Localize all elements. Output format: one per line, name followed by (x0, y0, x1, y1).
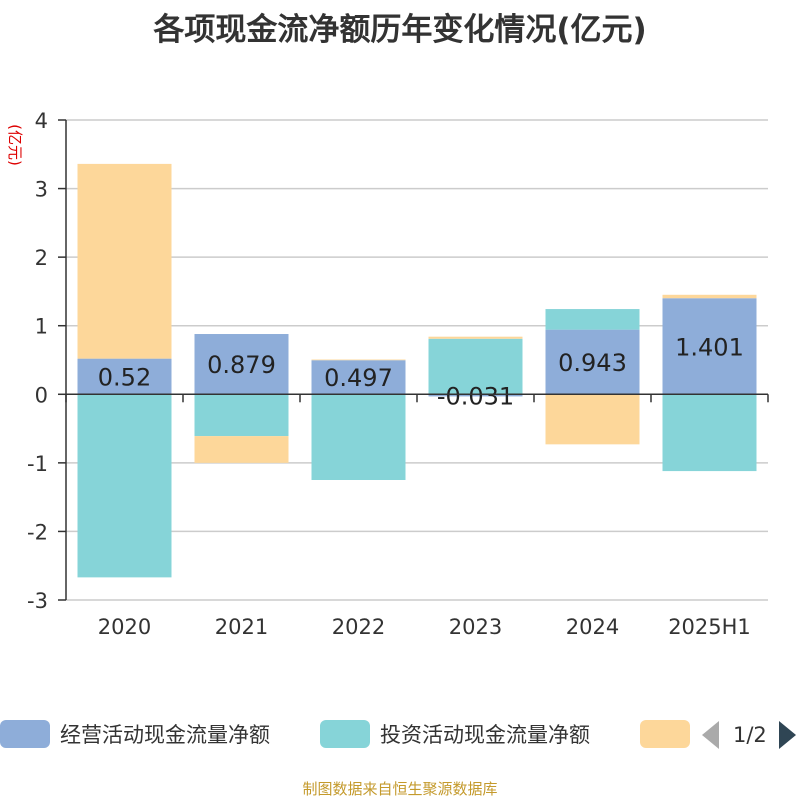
bar-third-series (428, 336, 523, 339)
legend-item-investing[interactable]: 投资活动现金流量净额 (320, 718, 590, 750)
bar-operating (311, 360, 406, 395)
x-axis-tick-label: 2022 (332, 615, 385, 639)
y-axis-tick-label: 1 (35, 315, 48, 339)
axes: -3 -2 -1 0 1 2 3 4 (亿元) 2020 2021 2022 2023 2024 2025H… (6, 109, 769, 639)
data-label: 0.497 (324, 364, 393, 392)
bar-operating (428, 394, 523, 397)
data-source-note: 制图数据来自恒生聚源数据库 (302, 780, 498, 798)
legend-label-investing: 投资活动现金流量净额 (380, 723, 590, 747)
legend-prev-arrow-icon[interactable] (702, 721, 719, 749)
data-label: 1.401 (675, 333, 744, 361)
bar-operating (545, 329, 640, 395)
legend-swatch-operating (0, 720, 50, 748)
bar-investing (311, 394, 406, 480)
y-axis-tick-label: -2 (27, 520, 48, 544)
legend-swatch-investing (320, 720, 370, 748)
bar-operating (662, 298, 757, 395)
x-axis-tick-label: 2025H1 (668, 615, 751, 639)
y-axis-tick-label: 0 (35, 383, 48, 407)
bar-third-series (194, 436, 289, 463)
bar-third-series (545, 394, 640, 445)
data-label: 0.52 (98, 363, 151, 391)
legend-pager: 1/2 (702, 716, 796, 754)
data-label: -0.031 (437, 382, 514, 410)
bar-investing (194, 394, 289, 437)
legend: 经营活动现金流量净额 投资活动现金流量净额 1/2 (0, 716, 800, 754)
legend-item-third-series[interactable] (640, 718, 690, 750)
y-axis-tick-label: 4 (35, 109, 48, 133)
bar-operating (194, 334, 289, 395)
bar-investing (77, 394, 172, 578)
y-axis-tick-label: -1 (27, 452, 48, 476)
x-axis-tick-label: 2024 (566, 615, 619, 639)
legend-swatch-third-series (640, 720, 690, 748)
chart-title: 各项现金流净额历年变化情况(亿元) (153, 12, 647, 48)
legend-page-indicator: 1/2 (733, 723, 767, 747)
bar-operating (77, 358, 172, 395)
bar-investing (662, 394, 757, 472)
grid-lines (66, 119, 768, 601)
bar-third-series (311, 359, 406, 361)
bar-third-series (662, 294, 757, 299)
bars (77, 163, 757, 578)
x-axis-tick-label: 2021 (215, 615, 268, 639)
y-axis-tick-label: 2 (35, 246, 48, 270)
bar-third-series (77, 163, 172, 359)
data-labels: 0.52 0.879 0.497 -0.031 0.943 1.401 (98, 333, 744, 410)
x-axis-tick-label: 2023 (449, 615, 502, 639)
data-label: 0.879 (207, 351, 276, 379)
data-label: 0.943 (558, 349, 627, 377)
legend-item-operating[interactable]: 经营活动现金流量净额 (0, 718, 270, 750)
x-axis-tick-label: 2020 (98, 615, 151, 639)
y-axis-label: (亿元) (6, 124, 24, 166)
y-axis-tick-label: -3 (27, 589, 48, 613)
bar-investing (428, 338, 523, 395)
y-axis-tick-label: 3 (35, 178, 48, 202)
legend-next-arrow-icon[interactable] (778, 721, 796, 749)
legend-label-operating: 经营活动现金流量净额 (60, 723, 270, 747)
bar-investing (545, 309, 640, 330)
